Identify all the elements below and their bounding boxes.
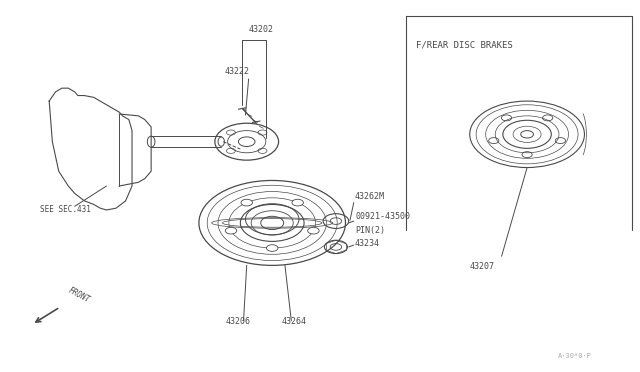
Text: A·30*0·P: A·30*0·P <box>558 353 592 359</box>
Circle shape <box>266 245 278 251</box>
Text: 43206: 43206 <box>226 317 251 327</box>
Text: 43222: 43222 <box>225 67 250 76</box>
Circle shape <box>225 227 237 234</box>
Circle shape <box>292 199 303 206</box>
Circle shape <box>241 199 252 206</box>
Text: PIN(2): PIN(2) <box>355 226 385 235</box>
Text: 43234: 43234 <box>355 239 380 248</box>
Text: 43264: 43264 <box>282 317 307 327</box>
Text: 43202: 43202 <box>248 25 274 34</box>
Circle shape <box>308 227 319 234</box>
Text: F/REAR DISC BRAKES: F/REAR DISC BRAKES <box>415 40 513 49</box>
Text: 00921-43500: 00921-43500 <box>355 212 410 221</box>
Text: 43207: 43207 <box>470 262 495 271</box>
Text: FRONT: FRONT <box>67 285 91 304</box>
Text: 43262M: 43262M <box>355 192 385 201</box>
Text: SEE SEC.431: SEE SEC.431 <box>40 205 90 214</box>
